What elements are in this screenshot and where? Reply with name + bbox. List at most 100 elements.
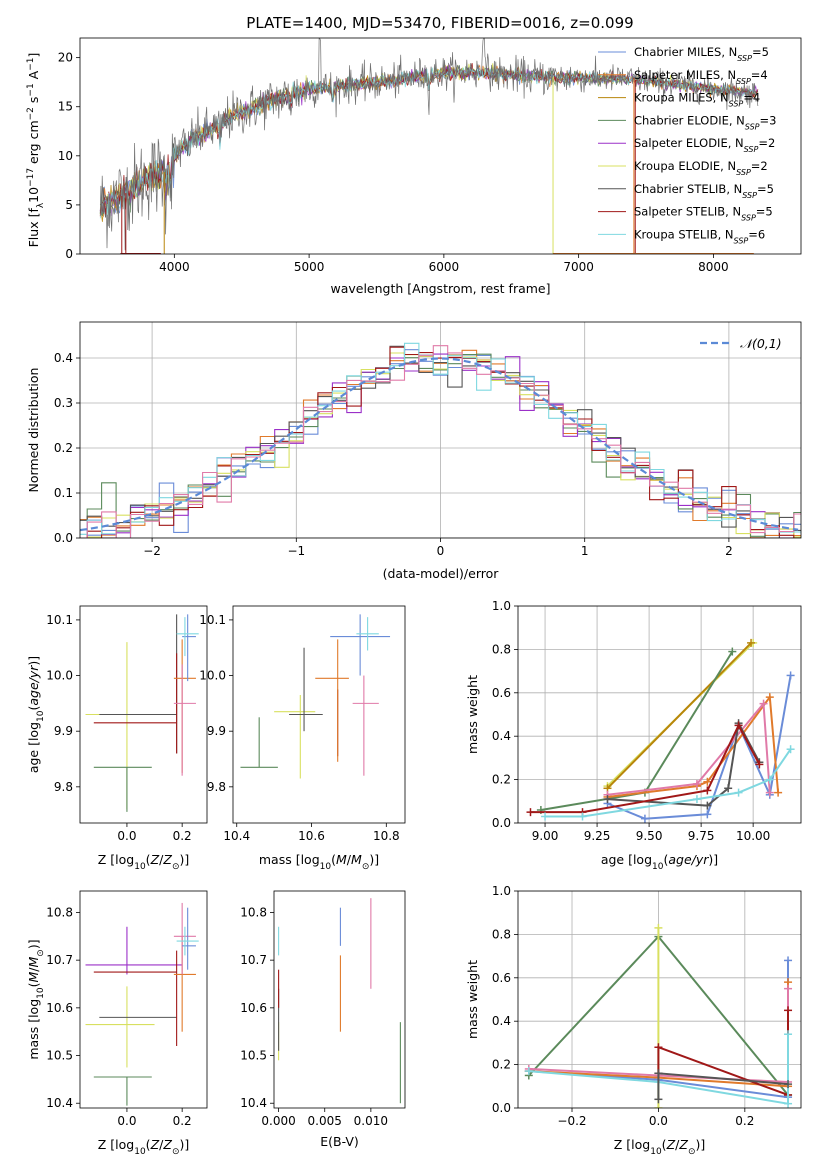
y-tick-label: 10.7 bbox=[240, 953, 267, 967]
y-axis-label-part: )] bbox=[26, 656, 41, 666]
x-axis-label-part: / bbox=[347, 852, 352, 867]
y-axis-label: age [log10(age/yr)] bbox=[26, 656, 46, 773]
x-tick-label: −1 bbox=[287, 544, 305, 558]
histogram-steps bbox=[80, 342, 801, 538]
legend-label-sub: SSP bbox=[736, 168, 751, 177]
y-axis-label: Flux [fλ10−17 erg cm−2 s−1 A−1] bbox=[26, 53, 46, 248]
residuals-legend: 𝒩(0,1) bbox=[700, 336, 782, 351]
legend-label-value: =2 bbox=[751, 159, 768, 173]
plot-frame bbox=[273, 890, 406, 1109]
x-axis-label-part: Z [log bbox=[98, 852, 134, 867]
series-line bbox=[654, 1069, 793, 1104]
plus-marker bbox=[734, 788, 743, 797]
legend-label-name: Chabrier STELIB, N bbox=[634, 182, 742, 196]
errorbar-point bbox=[176, 926, 199, 956]
y-tick-label: 10.0 bbox=[199, 669, 226, 683]
plus-marker bbox=[640, 814, 649, 823]
x-axis-label-part: Z bbox=[666, 1137, 676, 1152]
legend-label: Salpeter STELIB, NSSP=5 bbox=[634, 205, 773, 223]
mass-vs-Z-panel: 0.0 0.210.410.510.610.710.8Z [log10(Z/Z⊙)… bbox=[26, 890, 208, 1157]
plus-marker bbox=[734, 721, 743, 730]
plus-marker bbox=[784, 1080, 793, 1089]
y-axis-label: Normed distribution bbox=[26, 368, 41, 493]
legend-label-sub: SSP bbox=[736, 76, 751, 85]
y-axis-label-part: 10 bbox=[36, 987, 46, 999]
y-axis-label-part: −1 bbox=[26, 83, 36, 96]
y-axis-label-part: ( bbox=[26, 983, 41, 988]
plus-marker bbox=[526, 808, 535, 817]
y-tick-label: 0.8 bbox=[492, 927, 511, 941]
legend-label-name: Kroupa ELODIE, N bbox=[634, 159, 736, 173]
normal-curve bbox=[80, 357, 799, 532]
plus-marker bbox=[703, 786, 712, 795]
x-axis-label-part: Z [log bbox=[98, 1137, 134, 1152]
x-axis-label-part: ⊙ bbox=[172, 1147, 180, 1157]
x-axis-label-part: 10 bbox=[320, 862, 332, 872]
y-tick-label: 0.0 bbox=[54, 531, 73, 545]
y-tick-label: 10.8 bbox=[240, 905, 267, 919]
y-tick-label: 10.1 bbox=[199, 613, 226, 627]
y-tick-label: 0.8 bbox=[492, 642, 511, 656]
x-axis-label-part: M bbox=[351, 852, 362, 867]
errorbar-point bbox=[173, 664, 196, 776]
legend-label-name: Chabrier MILES, N bbox=[634, 45, 737, 59]
y-axis-label: mass [log10(M/M⊙)] bbox=[26, 939, 46, 1059]
legend-label-name: Kroupa STELIB, N bbox=[634, 227, 734, 241]
y-axis-label-part: age [log bbox=[26, 722, 41, 773]
legend-label-name: Salpeter MILES, N bbox=[634, 68, 736, 82]
x-axis-label-part: age [log bbox=[601, 852, 652, 867]
plus-marker bbox=[603, 795, 612, 804]
y-tick-label: 10.4 bbox=[240, 1096, 267, 1110]
x-axis-label-part: )] bbox=[179, 852, 189, 867]
x-axis-label-part: / bbox=[675, 1137, 680, 1152]
histogram-steps bbox=[80, 349, 801, 538]
y-tick-label: 0.2 bbox=[54, 441, 73, 455]
x-tick-label: 0.2 bbox=[735, 1114, 754, 1128]
plot-area bbox=[99, 38, 759, 254]
x-axis-label-part: ⊙ bbox=[172, 862, 180, 872]
plus-marker bbox=[703, 777, 712, 786]
x-axis-label: (data-model)/error bbox=[383, 566, 500, 581]
plot-area bbox=[518, 606, 801, 823]
series-line bbox=[524, 1030, 793, 1108]
x-axis-label-part: / bbox=[159, 1137, 164, 1152]
x-tick-label: 4000 bbox=[159, 260, 190, 274]
x-axis-label-part: 10 bbox=[134, 862, 146, 872]
plot-frame bbox=[517, 890, 802, 1109]
plus-marker bbox=[654, 923, 663, 932]
x-tick-label: −2 bbox=[143, 544, 161, 558]
x-tick-label: 0.2 bbox=[173, 1114, 192, 1128]
plus-marker bbox=[786, 671, 795, 680]
errorbar-point bbox=[93, 766, 152, 812]
legend-label: Kroupa ELODIE, NSSP=2 bbox=[634, 159, 768, 177]
y-tick-label: 10.7 bbox=[46, 953, 73, 967]
y-axis-label-part: −2 bbox=[26, 107, 36, 120]
plus-marker bbox=[784, 1006, 793, 1015]
y-tick-label: 20 bbox=[58, 51, 73, 65]
y-axis-label: mass weight bbox=[465, 960, 480, 1039]
series-line bbox=[541, 745, 795, 821]
weight-vs-Z-panel: −0.2 0.0 0.20.00.20.40.60.81.0Z [log10(Z/Z… bbox=[465, 884, 802, 1157]
x-tick-label: 0 bbox=[437, 544, 445, 558]
x-axis-label: Z [log10(Z/Z⊙)] bbox=[98, 1137, 190, 1157]
y-tick-label: 0.2 bbox=[492, 773, 511, 787]
y-tick-label: 10.8 bbox=[46, 905, 73, 919]
plus-marker bbox=[728, 647, 737, 656]
errorbar-point bbox=[352, 675, 379, 776]
y-tick-label: 10.6 bbox=[46, 1001, 73, 1015]
errorbar-point bbox=[182, 907, 196, 970]
x-axis-label: wavelength [Angstrom, rest frame] bbox=[330, 281, 550, 296]
y-axis-label-part: Flux [f bbox=[26, 208, 41, 248]
plot-frame bbox=[79, 37, 802, 255]
legend-label-value: =4 bbox=[743, 91, 760, 105]
y-tick-label: 0.4 bbox=[492, 729, 511, 743]
model-curve bbox=[99, 65, 758, 219]
y-axis-label-part: s bbox=[26, 97, 41, 108]
y-axis-label-part: M bbox=[26, 972, 41, 983]
legend-label: Salpeter ELODIE, NSSP=2 bbox=[634, 136, 775, 154]
plus-marker bbox=[786, 745, 795, 754]
plus-marker bbox=[784, 1099, 793, 1108]
plot-area bbox=[85, 614, 199, 812]
x-axis-label-part: )] bbox=[179, 1137, 189, 1152]
